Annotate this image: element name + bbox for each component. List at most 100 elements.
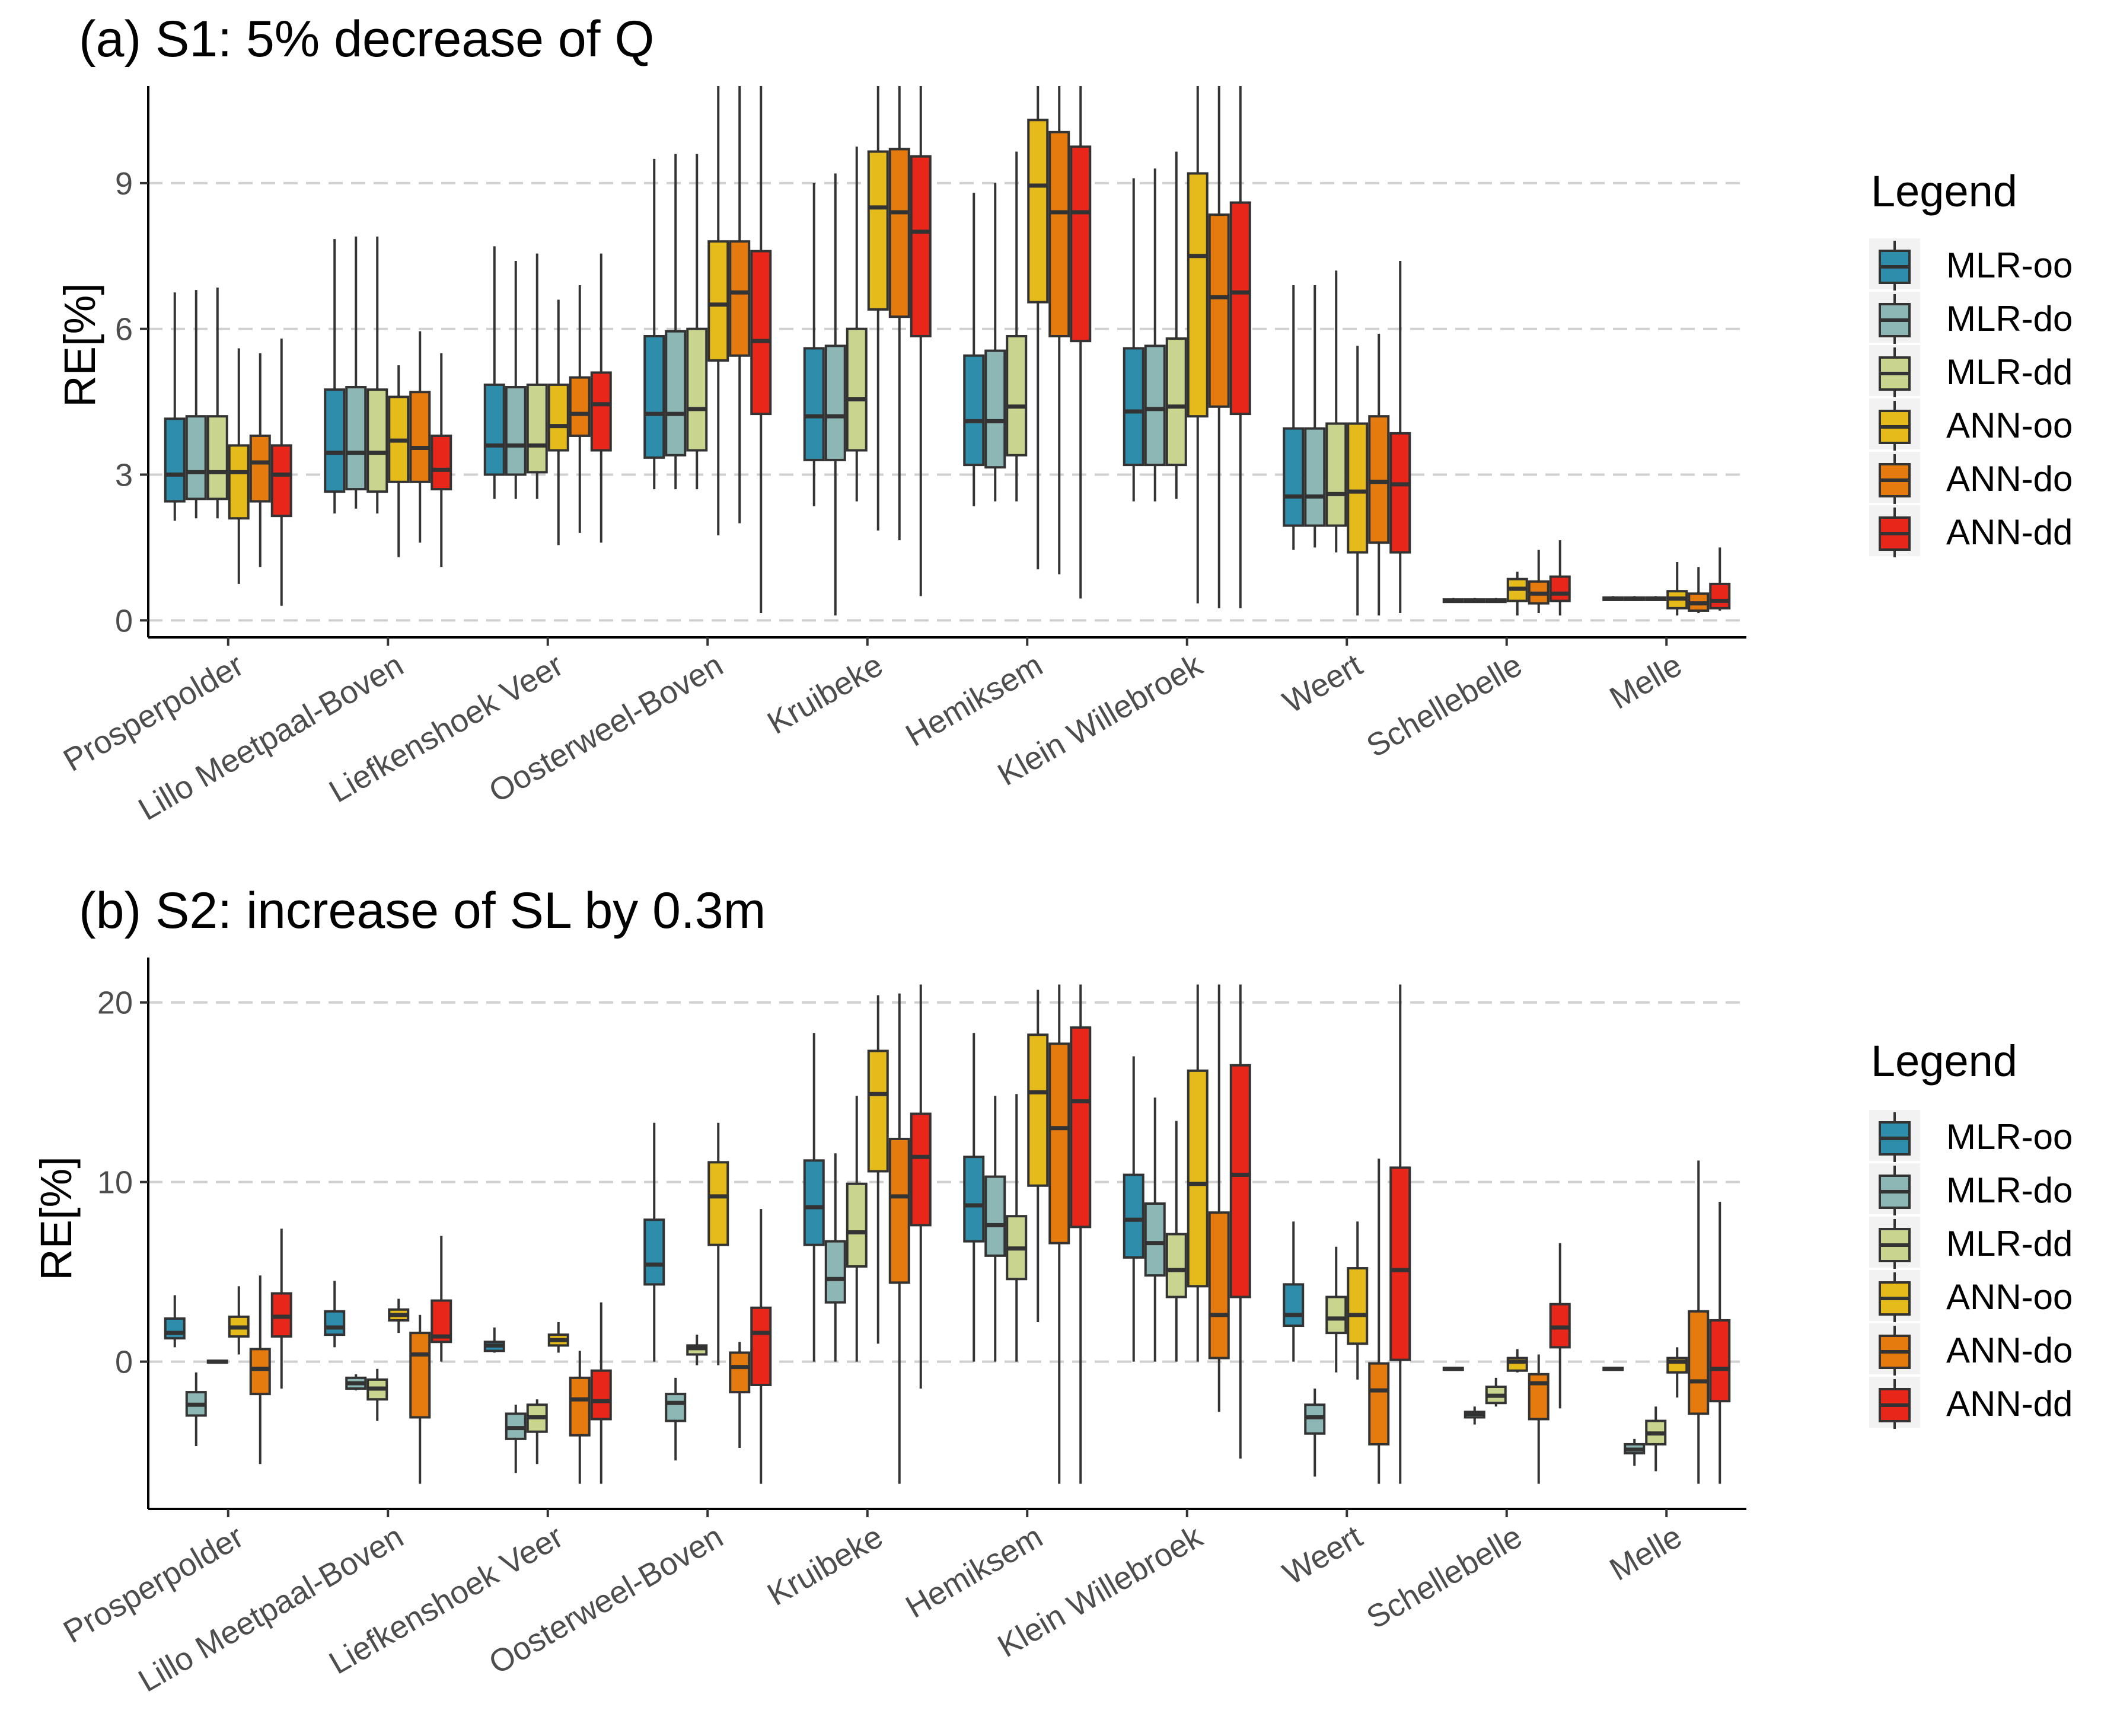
box-body xyxy=(1208,213,1230,408)
box-a-MLR-oo-3 xyxy=(643,158,665,490)
box-b-ANN-oo-0 xyxy=(228,1286,250,1355)
box-a-MLR-dd-5 xyxy=(1006,151,1028,502)
box-body xyxy=(409,1332,431,1419)
x-tick-label-a-8: Schellebelle xyxy=(1361,647,1528,764)
box-b-MLR-dd-4 xyxy=(846,1096,868,1362)
box-body xyxy=(590,1369,612,1421)
box-a-ANN-dd-9 xyxy=(1709,547,1731,611)
box-a-ANN-dd-2 xyxy=(590,253,612,543)
box-a-MLR-dd-2 xyxy=(526,253,548,499)
box-body xyxy=(1123,1173,1144,1259)
box-body xyxy=(750,1306,772,1386)
box-a-MLR-oo-6 xyxy=(1123,178,1144,502)
box-body xyxy=(963,354,985,467)
box-b-MLR-dd-9 xyxy=(1645,1406,1667,1472)
box-a-MLR-do-5 xyxy=(984,183,1006,502)
box-b-MLR-oo-6 xyxy=(1123,1056,1144,1362)
box-a-MLR-oo-2 xyxy=(483,246,505,499)
legend-label: MLR-do xyxy=(1946,299,2073,339)
legend-item-a-MLR-oo: MLR-oo xyxy=(1869,238,2073,291)
box-body xyxy=(1165,1233,1187,1298)
box-b-ANN-dd-2 xyxy=(590,1302,612,1484)
legend-item-a-ANN-oo: ANN-oo xyxy=(1869,398,2073,451)
x-tick-label-a-1: Lillo Meetpaal-Boven xyxy=(133,647,410,827)
box-b-MLR-dd-3 xyxy=(686,1335,708,1365)
box-a-ANN-oo-3 xyxy=(707,86,729,535)
box-body xyxy=(910,155,932,337)
box-b-MLR-do-7 xyxy=(1304,1389,1326,1477)
box-b-MLR-dd-6 xyxy=(1165,1121,1187,1362)
y-tick-label-b-10: 10 xyxy=(97,1165,133,1201)
box-body xyxy=(1070,1026,1092,1228)
box-body xyxy=(1208,1211,1230,1360)
box-a-ANN-dd-8 xyxy=(1549,540,1571,616)
chart-title-b: (b) S2: increase of SL by 0.3m xyxy=(79,882,766,939)
box-body xyxy=(1123,347,1144,467)
box-body xyxy=(249,434,271,503)
box-b-ANN-do-0 xyxy=(249,1275,271,1464)
box-body xyxy=(1006,334,1028,457)
box-a-MLR-dd-7 xyxy=(1325,270,1347,553)
x-tick-label-b-7: Weert xyxy=(1277,1518,1368,1591)
box-b-ANN-oo-6 xyxy=(1187,984,1209,1362)
box-body xyxy=(1389,432,1411,554)
box-a-MLR-dd-1 xyxy=(366,237,388,514)
box-body xyxy=(1347,422,1369,554)
box-b-ANN-dd-9 xyxy=(1709,1201,1731,1484)
box-body xyxy=(409,391,431,483)
box-b-ANN-do-6 xyxy=(1208,984,1230,1412)
box-a-MLR-do-4 xyxy=(824,173,846,616)
box-body xyxy=(729,240,751,357)
box-body xyxy=(888,1137,910,1284)
box-b-ANN-dd-7 xyxy=(1389,984,1411,1484)
box-b-ANN-dd-5 xyxy=(1070,984,1092,1484)
y-tick-label-a-3: 3 xyxy=(115,458,133,493)
y-tick-label-b-0: 0 xyxy=(115,1345,133,1380)
box-b-ANN-dd-1 xyxy=(431,1236,452,1362)
box-b-MLR-do-8 xyxy=(1464,1406,1485,1425)
box-body xyxy=(686,327,708,452)
box-body xyxy=(824,1240,846,1304)
legend-label: ANN-do xyxy=(1946,1330,2073,1370)
box-body xyxy=(569,376,591,437)
box-a-ANN-do-3 xyxy=(729,86,751,524)
box-b-MLR-oo-1 xyxy=(324,1281,346,1348)
box-body xyxy=(665,330,687,457)
legend-title-b: Legend xyxy=(1871,1036,2017,1086)
box-b-MLR-oo-0 xyxy=(164,1295,186,1348)
box-b-MLR-oo-2 xyxy=(483,1327,505,1353)
legend-item-a-ANN-do: ANN-do xyxy=(1869,452,2073,504)
box-a-ANN-oo-1 xyxy=(388,365,410,557)
legend-item-b-MLR-do: MLR-do xyxy=(1869,1163,2073,1215)
box-body xyxy=(1325,422,1347,527)
chart-title-a: (a) S1: 5% decrease of Q xyxy=(79,11,654,68)
box-body xyxy=(888,148,910,318)
box-b-ANN-do-5 xyxy=(1048,984,1070,1484)
box-a-MLR-do-2 xyxy=(505,260,527,499)
x-tick-label-a-4: Kruibeke xyxy=(761,647,889,741)
box-b-MLR-do-3 xyxy=(665,1377,687,1461)
box-body xyxy=(1368,1362,1390,1445)
box-body xyxy=(569,1376,591,1437)
box-b-MLR-do-1 xyxy=(345,1374,367,1391)
box-body xyxy=(750,250,772,416)
box-a-MLR-dd-4 xyxy=(846,146,868,502)
y-axis-label-a: RE[%] xyxy=(55,283,104,407)
box-b-ANN-oo-7 xyxy=(1347,1221,1369,1380)
box-b-ANN-do-7 xyxy=(1368,1159,1390,1484)
box-a-ANN-do-6 xyxy=(1208,86,1230,608)
box-a-MLR-dd-0 xyxy=(206,288,228,519)
x-tick-label-a-5: Hemiksem xyxy=(900,647,1048,753)
panel-a: (a) S1: 5% decrease of Q RE[%] Legend 0 3… xyxy=(55,11,2073,828)
box-b-MLR-oo-5 xyxy=(963,1033,985,1362)
box-b-MLR-do-4 xyxy=(824,1153,846,1362)
box-body xyxy=(1325,1295,1347,1335)
box-a-ANN-dd-4 xyxy=(910,86,932,596)
box-a-ANN-oo-9 xyxy=(1666,561,1688,616)
box-body xyxy=(1048,1042,1070,1244)
y-tick-label-b-20: 20 xyxy=(97,985,133,1021)
box-body xyxy=(707,1161,729,1246)
box-b-ANN-do-8 xyxy=(1528,1354,1550,1484)
